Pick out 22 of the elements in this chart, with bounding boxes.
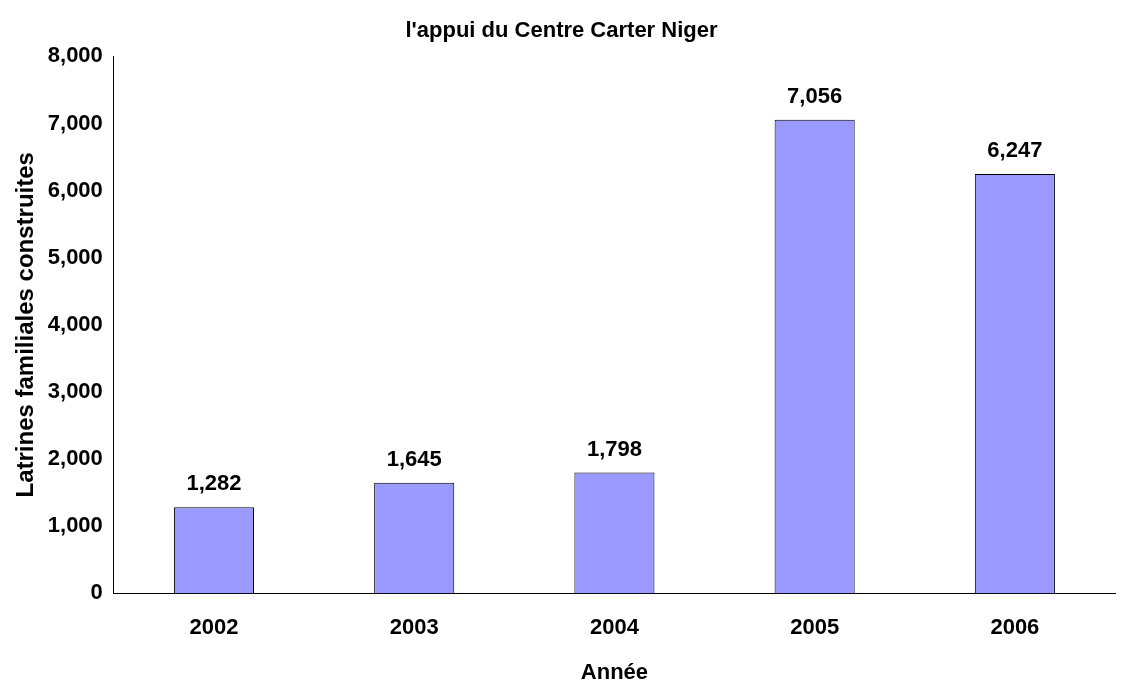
y-tick-label: 3,000 [47, 377, 103, 403]
y-tick-label: 5,000 [47, 243, 103, 269]
data-label: 1,798 [586, 435, 642, 461]
data-label: 1,645 [386, 445, 442, 471]
chart-title: l'appui du Centre Carter Niger [405, 17, 718, 43]
y-tick-label: 7,000 [47, 109, 103, 135]
y-tick-label: 1,000 [47, 512, 103, 538]
x-tick-label: 2006 [990, 614, 1040, 640]
data-label: 1,282 [186, 470, 242, 496]
y-tick-label: 6,000 [47, 176, 103, 202]
y-tick-label: 8,000 [47, 42, 103, 68]
x-tick-label: 2005 [790, 614, 840, 640]
data-label: 7,056 [787, 82, 843, 108]
data-label: 6,247 [987, 137, 1043, 163]
y-tick-label: 4,000 [47, 310, 103, 336]
y-tick-label: 2,000 [47, 445, 103, 471]
x-tick-label: 2004 [589, 614, 640, 640]
x-tick-label: 2003 [389, 614, 439, 640]
x-tick-label: 2002 [189, 614, 239, 640]
y-tick-label: 0 [90, 579, 103, 605]
y-axis-title: Latrines familiales construites [11, 152, 39, 498]
x-axis-title: Année [580, 658, 649, 684]
